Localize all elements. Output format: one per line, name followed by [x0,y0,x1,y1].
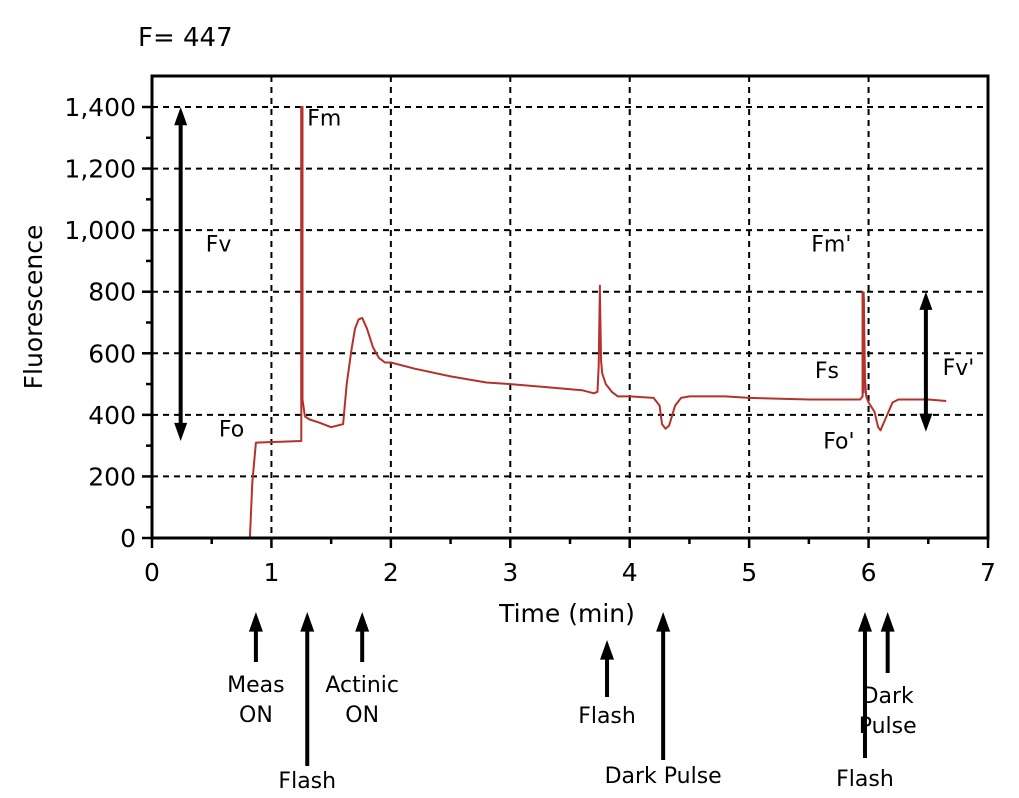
event-label: Pulse [859,714,917,739]
x-tick-label: 5 [741,558,757,587]
event-label: Actinic [325,673,399,698]
y-tick-label: 1,200 [64,155,136,184]
x-tick-label: 2 [383,558,399,587]
event-label: Dark Pulse [605,764,722,789]
event-arrow-head [248,612,263,632]
event-arrow-head [857,612,872,632]
range-arrows [174,107,933,442]
curve-annotation: Fs [815,359,839,384]
event-label: Flash [836,767,894,792]
arrow-head-up [919,291,933,310]
event-arrow-head [300,612,315,632]
x-tick-label: 4 [622,558,638,587]
y-tick-label: 1,000 [64,216,136,245]
y-tick-label: 400 [88,401,136,430]
event-marker: Dark Pulse [859,612,917,739]
y-tick-label: 1,400 [64,93,136,122]
x-tick-label: 0 [144,558,160,587]
event-marker: Flash [278,612,336,794]
event-marker: Flash [578,640,636,729]
grid-lines [152,76,988,538]
event-label: ON [239,703,273,728]
y-tick-label: 200 [88,462,136,491]
event-marker: Actinic ON [325,612,399,728]
curve-annotation: Fo [219,417,244,442]
y-tick-label: 600 [88,339,136,368]
event-arrow-head [600,640,615,660]
event-marker: Dark Pulse [605,612,722,789]
event-markers: Meas ON Flash Actinic ON Flash Dark Pulse Flash… [227,612,917,794]
x-tick-label: 7 [980,558,996,587]
event-arrow-head [656,612,671,632]
fluorescence-trace [248,106,947,539]
x-axis-title: Time (min) [498,599,635,628]
curve-annotation: Fo' [823,430,854,455]
event-arrow-head [880,612,895,632]
y-tick-label: 800 [88,278,136,307]
event-label: Flash [578,704,636,729]
x-tick-label: 1 [263,558,279,587]
ticks: 0 1 2 3 4 5 6 7 0 200 400 600 800 1,000 1,200 1,400 [64,93,996,587]
annotations: Fm Fv Fo Fm' Fs Fo' Fv' [206,106,975,454]
curve-annotation: Fv [206,233,232,258]
series-layer [248,106,947,539]
event-label: Flash [278,769,336,794]
event-arrow-head [355,612,370,632]
event-label: Dark [862,684,914,709]
y-tick-label: 0 [120,524,136,553]
fluorescence-readout: F= 447 [138,23,233,53]
curve-annotation: Fm' [811,233,851,258]
x-tick-label: 6 [861,558,877,587]
x-tick-label: 3 [502,558,518,587]
event-label: ON [345,703,379,728]
event-label: Meas [227,673,284,698]
event-marker: Meas ON [227,612,285,728]
curve-annotation: Fv' [943,356,975,381]
arrow-head-down [919,413,933,432]
range-arrow [919,291,933,432]
range-arrow [174,107,188,442]
y-axis-title: Fluorescence [19,225,48,390]
arrow-head-down [174,422,188,442]
curve-annotation: Fm [307,106,341,131]
arrow-head-up [174,107,188,126]
event-marker: Flash [836,612,894,792]
